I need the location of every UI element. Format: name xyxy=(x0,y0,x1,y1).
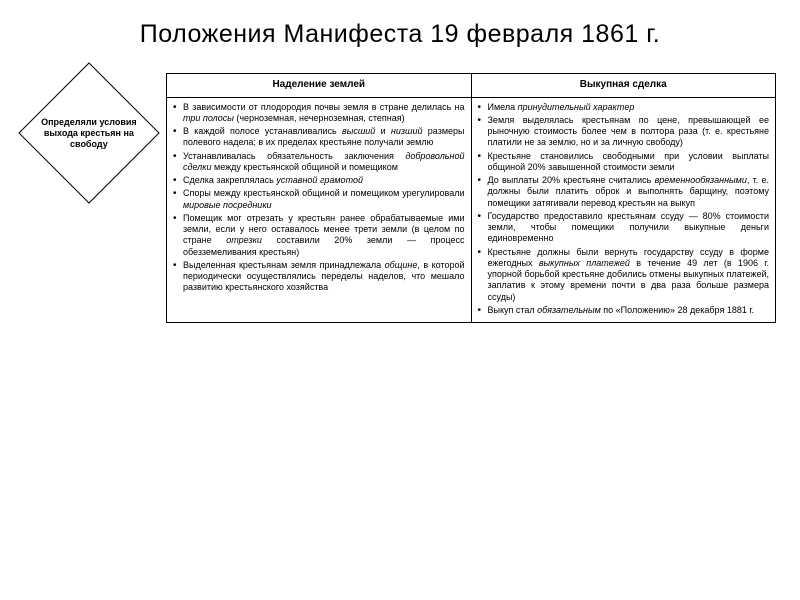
list-item: В зависимости от плодородия почвы земля … xyxy=(173,102,465,125)
list-item: До выплаты 20% крестьяне считались време… xyxy=(478,175,770,209)
col-land-cell: В зависимости от плодородия почвы земля … xyxy=(167,97,472,323)
list-item: Имела принудительный характер xyxy=(478,102,770,113)
page-title: Положения Манифеста 19 февраля 1861 г. xyxy=(24,20,776,49)
list-item: Выделенная крестьянам земля принадлежала… xyxy=(173,260,465,294)
provisions-table: Наделение землей Выкупная сделка В завис… xyxy=(166,73,776,323)
list-item: Помещик мог отрезать у крестьян ранее об… xyxy=(173,213,465,258)
col-header-land: Наделение землей xyxy=(167,74,472,98)
col-header-redemption: Выкупная сделка xyxy=(471,74,776,98)
list-item: Выкуп стал обязательным по «Положению» 2… xyxy=(478,305,770,316)
list-item: В каждой полосе устанавливались высший и… xyxy=(173,126,465,149)
list-item: Крестьяне становились свободными при усл… xyxy=(478,151,770,174)
list-item: Государство предоставило крестьянам ссуд… xyxy=(478,211,770,245)
land-list: В зависимости от плодородия почвы земля … xyxy=(173,102,465,294)
diamond-shape: Определяли условия выхода крестьян на св… xyxy=(18,62,159,203)
list-item: Устанавливалась обязательность заключени… xyxy=(173,151,465,174)
list-item: Споры между крестьянской общиной и помещ… xyxy=(173,188,465,211)
col-redemption-cell: Имела принудительный характер Земля выде… xyxy=(471,97,776,323)
content-row: Определяли условия выхода крестьян на св… xyxy=(24,73,776,323)
list-item: Земля выделялась крестьянам по цене, пре… xyxy=(478,115,770,149)
redemption-list: Имела принудительный характер Земля выде… xyxy=(478,102,770,317)
diamond-container: Определяли условия выхода крестьян на св… xyxy=(24,83,154,183)
list-item: Сделка закреплялась уставной грамотой xyxy=(173,175,465,186)
diamond-text: Определяли условия выхода крестьян на св… xyxy=(40,117,138,149)
list-item: Крестьяне должны были вернуть государств… xyxy=(478,247,770,303)
